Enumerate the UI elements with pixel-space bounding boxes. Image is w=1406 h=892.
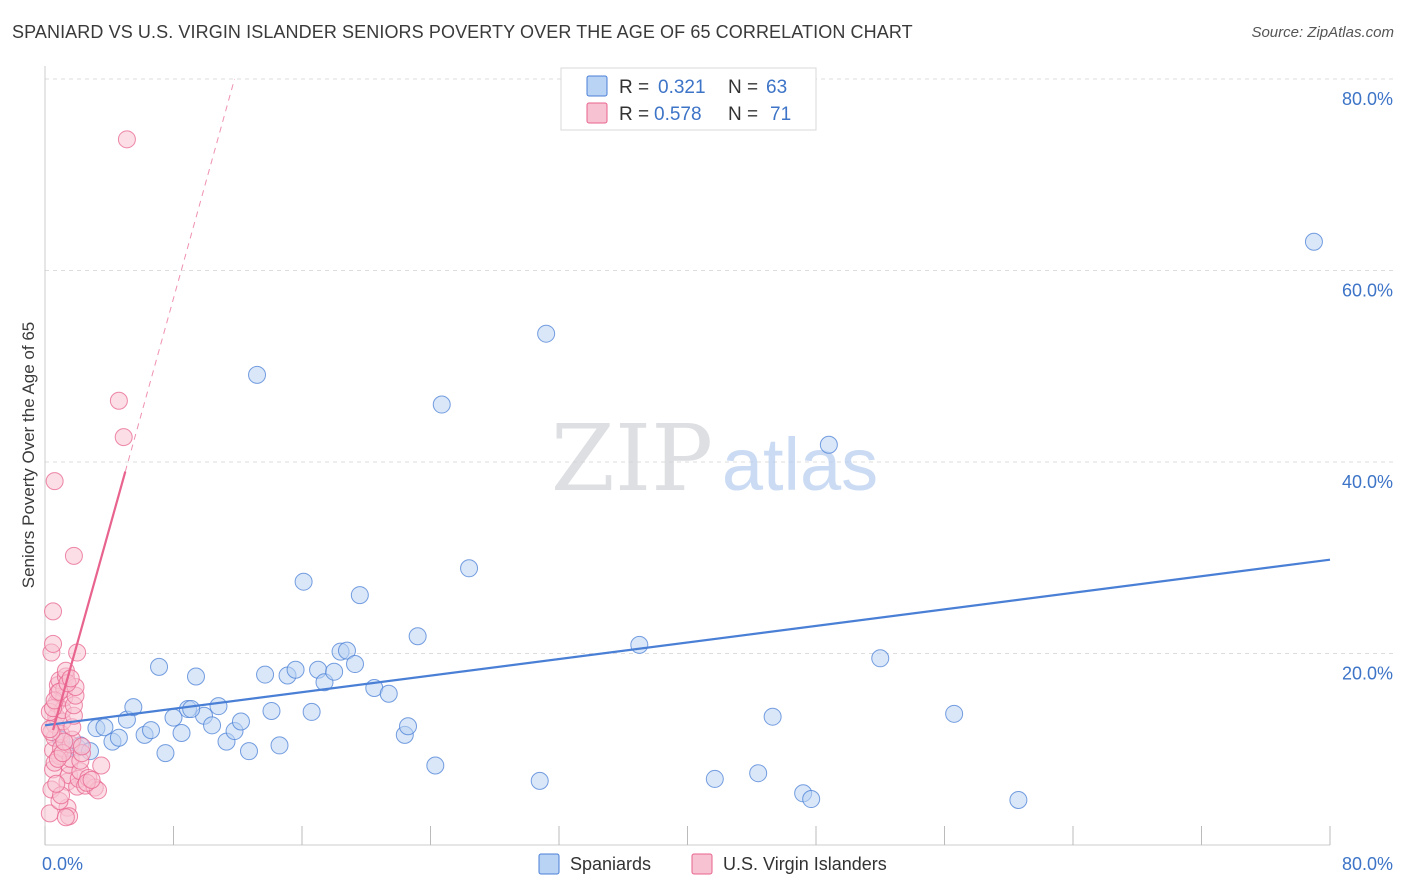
spaniard-point-57 bbox=[819, 435, 838, 454]
bottom-legend: Spaniards U.S. Virgin Islanders bbox=[538, 853, 887, 875]
series-virgin-islanders bbox=[40, 130, 136, 827]
spaniard-point-33 bbox=[302, 702, 321, 721]
spaniard-point-50 bbox=[537, 324, 556, 343]
legend-r-value-virgin-islanders: 0.578 bbox=[654, 104, 702, 125]
spaniard-point-21 bbox=[209, 697, 228, 716]
spaniard-point-52 bbox=[705, 769, 724, 788]
virgin-islander-point-52 bbox=[64, 546, 83, 565]
x-tick-label-max: 80.0% bbox=[1342, 854, 1393, 874]
spaniard-point-25 bbox=[239, 742, 258, 761]
y-tick-label-3: 80.0% bbox=[1342, 89, 1393, 109]
top-legend: R = 0.321 N = 63 R = 0.578 N = 71 bbox=[560, 67, 817, 131]
spaniard-point-47 bbox=[432, 395, 451, 414]
spaniard-point-53 bbox=[749, 764, 768, 783]
source-credit: Source: ZipAtlas.com bbox=[1251, 24, 1394, 41]
spaniard-point-60 bbox=[1009, 790, 1028, 809]
trend-line-spaniards bbox=[44, 558, 1331, 727]
spaniard-point-16 bbox=[172, 723, 191, 742]
spaniard-point-59 bbox=[945, 704, 964, 723]
legend-r-label-virgin-islanders: R = bbox=[619, 104, 649, 125]
legend-n-label-spaniards: N = bbox=[728, 77, 758, 98]
spaniard-point-40 bbox=[350, 586, 369, 605]
y-tick-label-0: 20.0% bbox=[1342, 664, 1393, 684]
y-tick-label-2: 60.0% bbox=[1342, 281, 1393, 301]
spaniard-point-28 bbox=[262, 701, 281, 720]
spaniard-point-32 bbox=[294, 572, 313, 591]
legend-swatch-spaniards bbox=[586, 75, 608, 97]
legend-n-value-virgin-islanders: 71 bbox=[770, 104, 791, 125]
spaniard-point-49 bbox=[530, 771, 549, 790]
spaniard-point-54 bbox=[763, 707, 782, 726]
bottom-legend-label-virgin-islanders: U.S. Virgin Islanders bbox=[723, 854, 887, 874]
trend-lines bbox=[44, 78, 1331, 731]
spaniard-point-31 bbox=[286, 660, 305, 679]
spaniard-point-58 bbox=[871, 649, 890, 668]
spaniard-point-42 bbox=[379, 684, 398, 703]
spaniard-point-8 bbox=[109, 728, 128, 747]
tick-labels: 20.0% 40.0% 60.0% 80.0% 0.0% 80.0% bbox=[42, 89, 1393, 874]
legend-n-label-virgin-islanders: N = bbox=[728, 104, 758, 125]
virgin-islander-point-70 bbox=[56, 808, 75, 827]
spaniard-point-61 bbox=[1304, 232, 1323, 251]
spaniard-point-14 bbox=[156, 744, 175, 763]
spaniard-point-51 bbox=[630, 635, 649, 654]
virgin-islander-point-51 bbox=[117, 130, 136, 149]
spaniard-point-27 bbox=[256, 665, 275, 684]
legend-swatch-virgin-islanders bbox=[586, 102, 608, 124]
spaniard-point-44 bbox=[399, 717, 418, 736]
watermark-atlas: atlas bbox=[722, 423, 878, 506]
bottom-legend-swatch-virgin-islanders bbox=[691, 853, 713, 875]
y-axis-label: Seniors Poverty Over the Age of 65 bbox=[19, 322, 38, 588]
virgin-islander-point-59 bbox=[55, 732, 74, 751]
y-tick-label-1: 40.0% bbox=[1342, 472, 1393, 492]
axes bbox=[44, 66, 1331, 846]
spaniard-point-12 bbox=[142, 721, 161, 740]
legend-n-value-spaniards: 63 bbox=[766, 77, 787, 98]
watermark-zip: ZIP bbox=[551, 405, 713, 512]
spaniard-point-24 bbox=[231, 712, 250, 731]
chart-title: SPANIARD VS U.S. VIRGIN ISLANDER SENIORS… bbox=[12, 22, 913, 42]
virgin-islander-point-14 bbox=[45, 472, 64, 491]
grid-lines bbox=[45, 78, 1393, 654]
legend-r-label-spaniards: R = bbox=[619, 77, 649, 98]
spaniard-point-10 bbox=[124, 698, 143, 717]
spaniard-point-45 bbox=[408, 627, 427, 646]
spaniard-point-46 bbox=[426, 756, 445, 775]
spaniard-point-18 bbox=[186, 667, 205, 686]
virgin-islander-point-49 bbox=[109, 391, 128, 410]
bottom-legend-swatch-spaniards bbox=[538, 853, 560, 875]
spaniard-point-29 bbox=[270, 736, 289, 755]
trend-line-virgin-islanders bbox=[51, 471, 127, 731]
virgin-islander-point-13 bbox=[44, 602, 63, 621]
series-spaniards bbox=[52, 232, 1323, 809]
legend-r-value-spaniards: 0.321 bbox=[658, 77, 706, 98]
spaniard-point-13 bbox=[150, 657, 169, 676]
virgin-islander-point-41 bbox=[72, 737, 91, 756]
virgin-islander-point-55 bbox=[47, 774, 66, 793]
spaniard-point-26 bbox=[248, 365, 267, 384]
spaniard-point-56 bbox=[802, 790, 821, 809]
virgin-islander-point-48 bbox=[92, 756, 111, 775]
virgin-islander-point-12 bbox=[44, 634, 63, 653]
virgin-islander-point-50 bbox=[114, 428, 133, 447]
spaniard-point-62 bbox=[182, 700, 201, 719]
spaniard-point-38 bbox=[337, 641, 356, 660]
bottom-legend-label-spaniards: Spaniards bbox=[570, 854, 651, 874]
spaniard-point-36 bbox=[325, 662, 344, 681]
spaniard-point-48 bbox=[460, 559, 479, 578]
virgin-islander-point-69 bbox=[82, 770, 101, 789]
x-tick-label-min: 0.0% bbox=[42, 854, 83, 874]
spaniard-point-39 bbox=[346, 655, 365, 674]
watermark: ZIP atlas bbox=[551, 405, 878, 512]
trend-line-virgin-islanders-extension bbox=[124, 78, 236, 472]
spaniard-point-20 bbox=[203, 716, 222, 735]
